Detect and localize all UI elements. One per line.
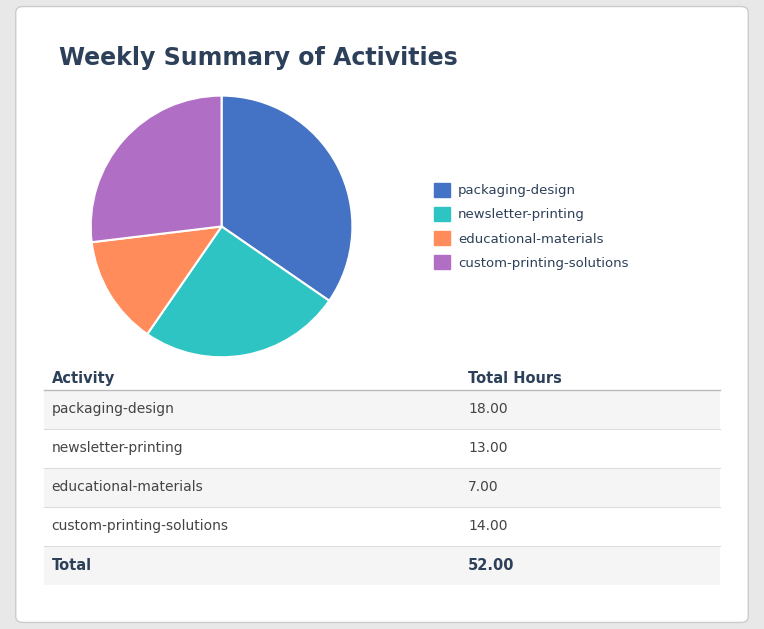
Bar [44, 546, 720, 585]
Text: Total Hours: Total Hours [468, 371, 562, 386]
Text: newsletter-printing: newsletter-printing [52, 442, 183, 455]
Bar [44, 429, 720, 468]
Wedge shape [91, 96, 222, 242]
Bar [44, 507, 720, 546]
Text: educational-materials: educational-materials [52, 481, 203, 494]
Text: packaging-design: packaging-design [52, 403, 174, 416]
Text: Weekly Summary of Activities: Weekly Summary of Activities [59, 46, 458, 70]
FancyBboxPatch shape [16, 6, 748, 623]
Text: 52.00: 52.00 [468, 558, 515, 573]
Wedge shape [222, 96, 352, 301]
Text: Activity: Activity [52, 371, 115, 386]
Bar [44, 390, 720, 429]
Text: custom-printing-solutions: custom-printing-solutions [52, 520, 228, 533]
Text: 18.00: 18.00 [468, 403, 508, 416]
Text: 13.00: 13.00 [468, 442, 508, 455]
Text: Total: Total [52, 558, 92, 573]
Text: 14.00: 14.00 [468, 520, 508, 533]
Bar [44, 468, 720, 507]
Legend: packaging-design, newsletter-printing, educational-materials, custom-printing-so: packaging-design, newsletter-printing, e… [435, 183, 629, 270]
Wedge shape [92, 226, 222, 334]
Wedge shape [147, 226, 329, 357]
Text: 7.00: 7.00 [468, 481, 499, 494]
